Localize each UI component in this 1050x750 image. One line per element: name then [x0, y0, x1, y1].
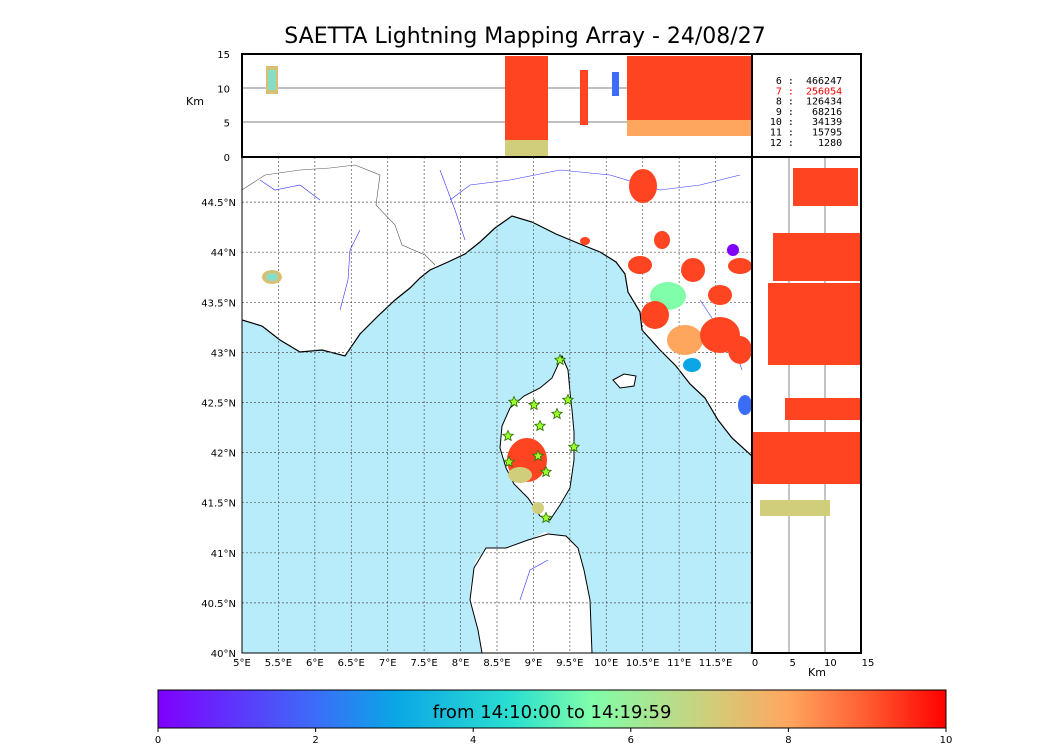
- altitude-panel: [241, 53, 753, 158]
- colorbar-tick-label: 2: [312, 735, 318, 746]
- colorbar-tick-label: 4: [470, 735, 476, 746]
- side-ticks: 0 5 10 15: [752, 658, 875, 669]
- station-count-row: 9 : 68216: [770, 107, 842, 118]
- longitude-tick-label: 8°E: [452, 658, 470, 669]
- colorbar-tick-label: 8: [785, 735, 791, 746]
- station-markers: [501, 353, 581, 524]
- latitude-tick-label: 41°N: [211, 549, 236, 560]
- colorbar-tick-label: 0: [155, 735, 161, 746]
- station-counts: 6 : 466247 7 : 256054 8 : 126434 9 : 682…: [770, 76, 842, 149]
- latitude-tick-label: 43.5°N: [201, 298, 236, 309]
- station-star: [533, 419, 547, 432]
- latitude-tick-label: 40.5°N: [201, 599, 236, 610]
- map-gridlines: [242, 157, 752, 653]
- side-tick-label: 5: [789, 658, 795, 669]
- latitude-ticks: 40°N 40.5°N 41°N 41.5°N 42°N 42.5°N 43°N 43.5°N…: [201, 198, 236, 660]
- longitude-tick-label: 11°E: [667, 658, 691, 669]
- station-star: [501, 429, 515, 442]
- sardinia-island: [469, 533, 593, 653]
- longitude-tick-label: 5°E: [233, 658, 251, 669]
- altitude-tick-label: 0: [224, 153, 230, 164]
- station-count-row: 11 : 15795: [770, 128, 842, 139]
- map-panel: [242, 157, 752, 653]
- station-star: [531, 449, 545, 462]
- side-tick-label: 15: [862, 658, 875, 669]
- longitude-tick-label: 7°E: [379, 658, 397, 669]
- station-star: [550, 407, 564, 420]
- station-count-row: 12 : 1280: [770, 138, 842, 149]
- longitude-tick-label: 5.5°E: [265, 658, 292, 669]
- altitude-tick-label: 5: [224, 119, 230, 130]
- latitude-tick-label: 42.5°N: [201, 398, 236, 409]
- station-star: [507, 395, 521, 408]
- station-star: [561, 393, 575, 406]
- longitude-tick-label: 9.5°E: [556, 658, 583, 669]
- page-title: SAETTA Lightning Mapping Array - 24/08/2…: [284, 24, 766, 49]
- colorbar-ticks: 0 2 4 6 8 10: [155, 728, 953, 746]
- station-count-row: 7 : 256054: [770, 86, 842, 97]
- altitude-axis-label: Km: [186, 95, 204, 108]
- altitude-tick-label: 10: [217, 84, 230, 95]
- latitude-tick-label: 41.5°N: [201, 499, 236, 510]
- station-star: [567, 440, 581, 453]
- colorbar: [157, 689, 947, 729]
- station-counts-box: 6 : 466247 7 : 256054 8 : 126434 9 : 682…: [751, 53, 862, 158]
- coastline: [242, 215, 752, 457]
- altitude-ticks: 0 5 10 15: [217, 50, 230, 164]
- latitude-tick-label: 42°N: [211, 449, 236, 460]
- longitude-ticks: 5°E 5.5°E 6°E 6.5°E 7°E 7.5°E 8°E 8.5°E 9°E 9.5°E…: [233, 658, 732, 669]
- longitude-tick-label: 6.5°E: [338, 658, 365, 669]
- longitude-tick-label: 7.5°E: [411, 658, 438, 669]
- station-star: [539, 465, 553, 478]
- altitude-tick-label: 15: [217, 50, 230, 61]
- side-tick-label: 10: [824, 658, 837, 669]
- side-axis-label: Km: [808, 666, 826, 679]
- station-count-row: 10 : 34139: [770, 117, 842, 128]
- longitude-tick-label: 8.5°E: [483, 658, 510, 669]
- elba-island: [612, 373, 637, 389]
- longitude-tick-label: 11.5°E: [699, 658, 733, 669]
- latitude-tick-label: 44.5°N: [201, 198, 236, 209]
- station-count-row: 6 : 466247: [770, 76, 842, 87]
- longitude-tick-label: 10.5°E: [626, 658, 660, 669]
- longitude-tick-label: 6°E: [306, 658, 324, 669]
- station-star: [527, 398, 541, 411]
- colorbar-label: from 14:10:00 to 14:19:59: [432, 702, 672, 723]
- latitude-tick-label: 44°N: [211, 248, 236, 259]
- station-count-row: 8 : 126434: [770, 97, 842, 108]
- station-star: [502, 455, 516, 468]
- station-star: [539, 511, 553, 524]
- side-tick-label: 0: [752, 658, 758, 669]
- latitude-altitude-panel: [751, 156, 862, 654]
- colorbar-tick-label: 6: [628, 735, 634, 746]
- latitude-tick-label: 43°N: [211, 348, 236, 359]
- longitude-tick-label: 9°E: [525, 658, 543, 669]
- latitude-tick-label: 40°N: [211, 649, 236, 660]
- colorbar-tick-label: 10: [940, 735, 953, 746]
- longitude-tick-label: 10°E: [594, 658, 618, 669]
- station-star: [553, 353, 567, 366]
- lightning-sources: [262, 169, 752, 514]
